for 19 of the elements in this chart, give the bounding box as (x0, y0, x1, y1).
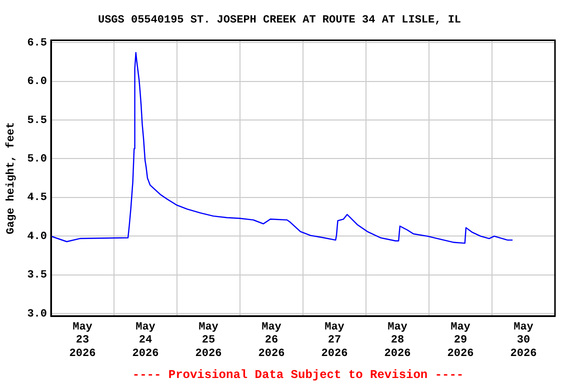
y-axis-title: Gage height, feet (4, 122, 18, 234)
y-tick-label: 6.5 (27, 37, 48, 50)
x-tick-label: May 29 2026 (447, 321, 474, 360)
y-tick-label: 5.0 (27, 154, 47, 166)
y-tick-label: 3.5 (27, 270, 48, 282)
x-tick-label: May 27 2026 (321, 321, 348, 360)
y-tick-label: 3.0 (27, 308, 47, 320)
x-tick-label: May 28 2026 (384, 321, 411, 360)
text: ---- Provisional Data Subject to Revision ---- (132, 368, 464, 382)
chart-title: USGS 05540195 ST. JOSEPH CREEK AT ROUTE 34 AT LISLE, IL (98, 14, 462, 26)
y-tick-label: 4.0 (27, 230, 47, 243)
y-tick-label: 4.5 (27, 192, 48, 204)
x-tick-label: May 25 2026 (195, 321, 222, 360)
x-tick-label: May 30 2026 (510, 321, 537, 360)
x-tick-label: May 23 2026 (69, 321, 96, 360)
y-tick-label: 5.5 (27, 114, 48, 127)
x-tick-label: May 24 2026 (132, 321, 159, 360)
y-tick-label: 6.0 (27, 76, 47, 88)
x-tick-label: May 26 2026 (258, 321, 285, 360)
